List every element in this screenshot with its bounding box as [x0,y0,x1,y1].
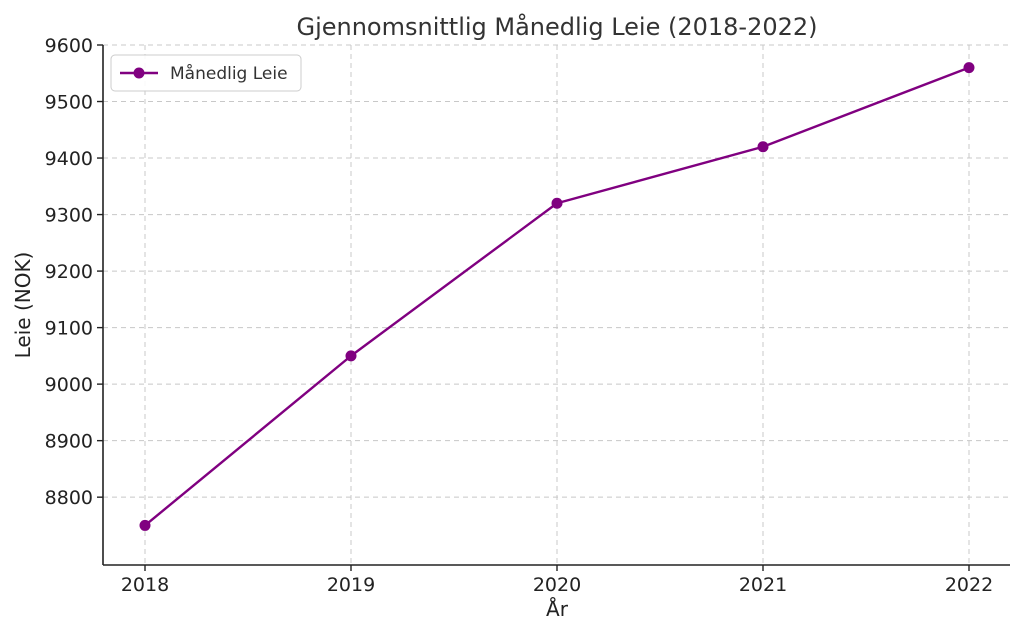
y-tick-label: 9500 [45,92,93,114]
legend-marker-icon [133,67,145,79]
data-point [963,62,975,74]
y-tick-label: 9200 [45,261,93,283]
x-axis-label: År [546,597,569,621]
x-tick-label: 2018 [121,574,169,596]
y-tick-label: 9400 [45,148,93,170]
legend: Månedlig Leie [110,54,302,92]
y-tick-label: 8800 [45,487,93,509]
legend-label: Månedlig Leie [170,63,288,84]
data-point [551,197,563,209]
x-tick-label: 2022 [945,574,993,596]
data-point [139,519,151,531]
y-axis-ticks: 8800 8900 9000 9100 9200 9300 9400 9500 9600 [45,35,103,509]
x-tick-label: 2020 [533,574,581,596]
legend-box [110,54,302,92]
data-point [757,141,769,153]
data-point [345,350,357,362]
y-tick-label: 9600 [45,35,93,57]
x-tick-label: 2021 [739,574,787,596]
y-axis-label: Leie (NOK) [11,252,35,359]
series-layer [139,62,975,531]
chart-title: Gjennomsnittlig Månedlig Leie (2018-2022… [296,12,817,41]
y-tick-label: 9000 [45,374,93,396]
grid [103,44,1010,565]
x-axis-ticks: 2018 2019 2020 2021 2022 [121,565,993,596]
x-tick-label: 2019 [327,574,375,596]
y-tick-label: 9300 [45,205,93,227]
y-tick-label: 8900 [45,431,93,453]
y-tick-label: 9100 [45,318,93,340]
